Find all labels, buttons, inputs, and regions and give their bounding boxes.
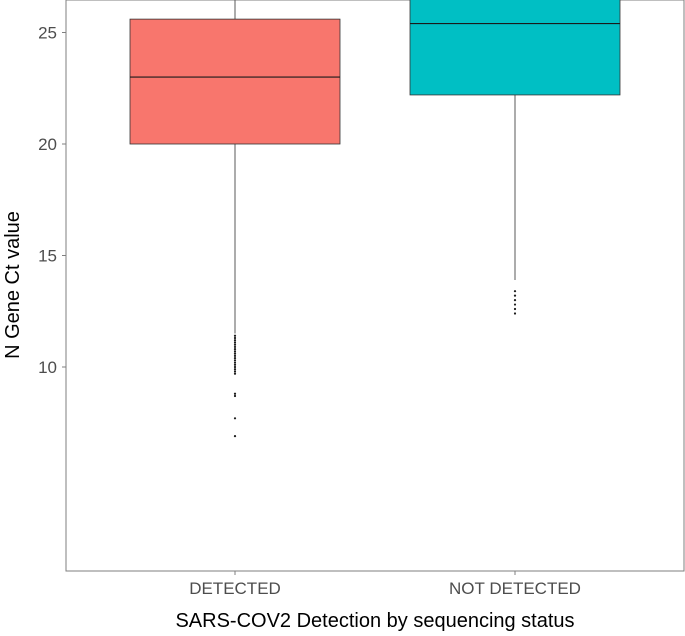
outlier-point (233, 352, 237, 355)
outlier-point (233, 356, 237, 360)
outlier-point (233, 368, 237, 371)
outlier-point (233, 339, 237, 342)
outlier-point (233, 363, 237, 366)
iqr-box-detected (129, 18, 341, 145)
outlier-point (233, 359, 237, 362)
y-axis-title: N Gene Ct value (2, 211, 24, 359)
outlier-point (233, 394, 237, 398)
outlier-point (233, 341, 237, 344)
outlier-point (513, 290, 517, 293)
y-tick-label: 10 (38, 358, 57, 377)
outlier-point (513, 299, 517, 302)
outlier-point (233, 370, 237, 373)
iqr-box-not-detected (409, 0, 621, 96)
outlier-point (233, 336, 237, 340)
box-not-detected (409, 0, 621, 315)
outlier-point (513, 303, 517, 306)
outlier-point (233, 372, 237, 375)
outlier-point (233, 361, 237, 364)
y-axis-ticks: 1015202530 (38, 24, 66, 377)
x-tick-label: DETECTED (189, 579, 281, 598)
outlier-point (233, 343, 237, 346)
outlier-point (233, 350, 237, 353)
y-tick-label: 20 (38, 135, 57, 154)
outlier-point (513, 312, 517, 315)
outlier-point (233, 345, 237, 349)
outlier-point (513, 307, 517, 311)
outlier-point (233, 365, 237, 369)
x-axis-ticks: DETECTED NOT DETECTED (189, 571, 581, 598)
box-detected (129, 0, 341, 438)
outlier-point (233, 417, 237, 420)
y-tick-label: 15 (38, 247, 57, 266)
outlier-point (233, 348, 237, 351)
x-axis-title: SARS-COV2 Detection by sequencing status (175, 610, 574, 632)
outlier-point (233, 435, 237, 438)
outlier-point (513, 294, 517, 297)
outlier-point (233, 334, 237, 337)
outlier-point (233, 354, 237, 357)
outlier-point (233, 392, 237, 395)
x-tick-label: NOT DETECTED (449, 579, 581, 598)
y-tick-label: 25 (38, 24, 57, 43)
boxes-group (129, 0, 621, 438)
